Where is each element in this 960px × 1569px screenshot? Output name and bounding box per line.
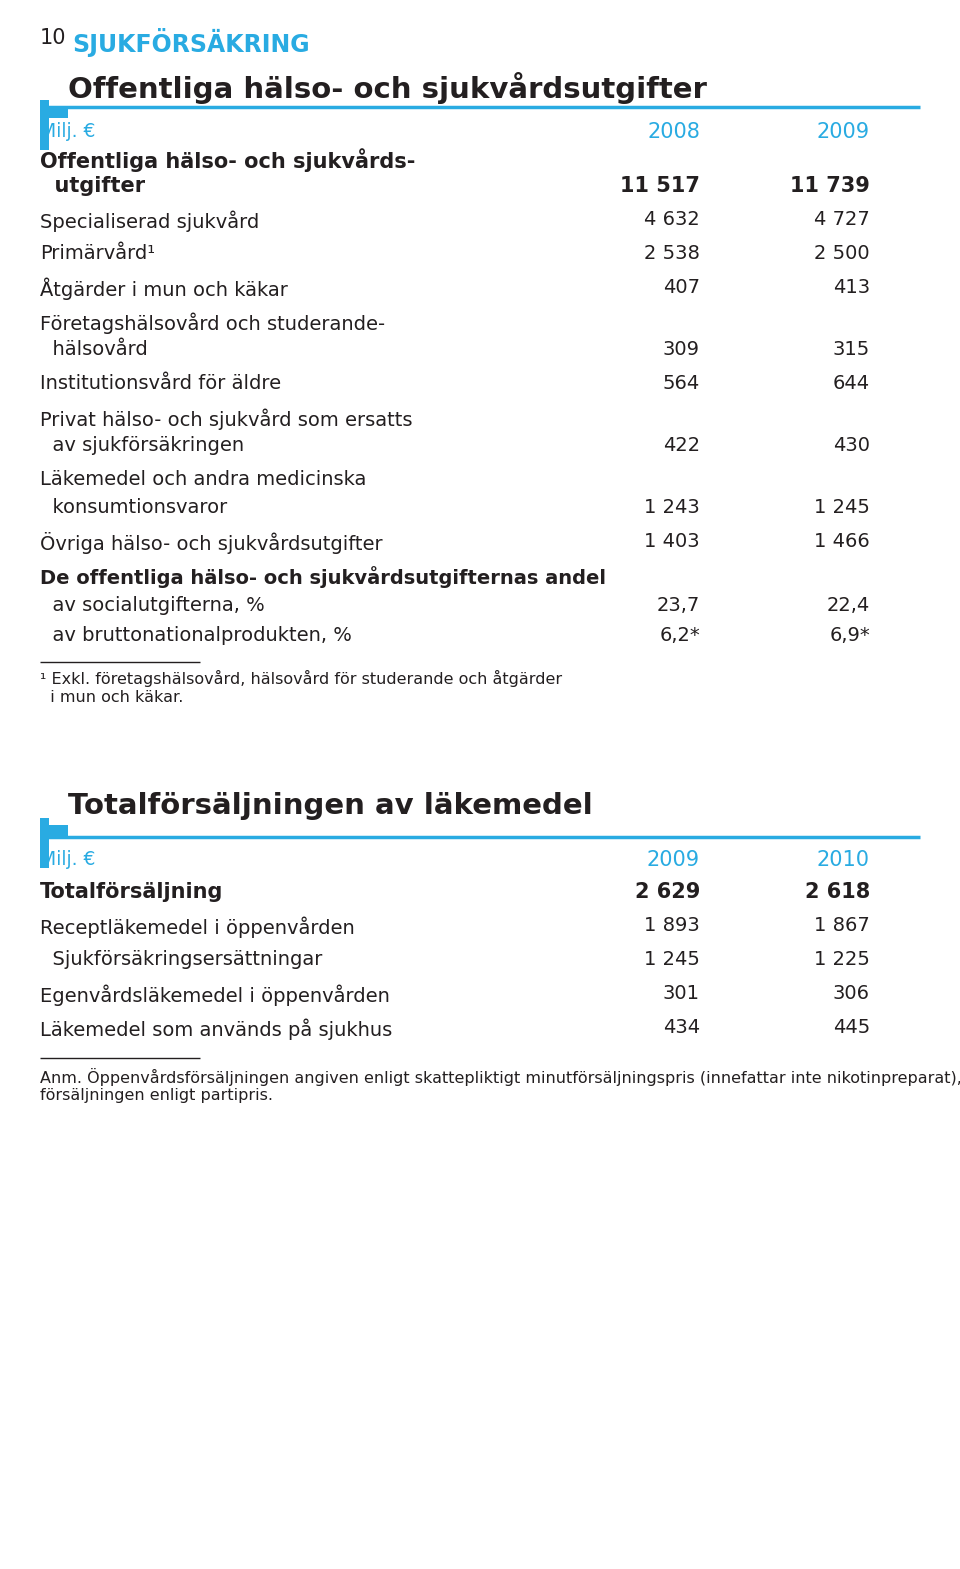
- Text: ¹ Exkl. företagshälsovård, hälsovård för studerande och åtgärder: ¹ Exkl. företagshälsovård, hälsovård för…: [40, 670, 563, 687]
- Text: 11 517: 11 517: [620, 176, 700, 196]
- Text: Milj. €: Milj. €: [40, 850, 95, 869]
- Text: Milj. €: Milj. €: [40, 122, 95, 141]
- Text: Privat hälso- och sjukvård som ersatts: Privat hälso- och sjukvård som ersatts: [40, 408, 413, 430]
- Text: De offentliga hälso- och sjukvårdsutgifternas andel: De offentliga hälso- och sjukvårdsutgift…: [40, 566, 606, 588]
- Text: 2 538: 2 538: [644, 245, 700, 264]
- Text: Övriga hälso- och sjukvårdsutgifter: Övriga hälso- och sjukvårdsutgifter: [40, 532, 383, 554]
- Text: 644: 644: [833, 373, 870, 392]
- Text: 2009: 2009: [817, 122, 870, 143]
- Text: hälsovård: hälsovård: [40, 340, 148, 359]
- Text: 11 739: 11 739: [790, 176, 870, 196]
- Text: Läkemedel som används på sjukhus: Läkemedel som används på sjukhus: [40, 1018, 393, 1040]
- Text: Specialiserad sjukvård: Specialiserad sjukvård: [40, 210, 259, 232]
- Text: 564: 564: [662, 373, 700, 392]
- Text: Anm. Öppenvårdsförsäljningen angiven enligt skattepliktigt minutförsäljningspris: Anm. Öppenvårdsförsäljningen angiven enl…: [40, 1068, 960, 1086]
- Text: 2008: 2008: [647, 122, 700, 143]
- Text: av sjukförsäkringen: av sjukförsäkringen: [40, 436, 244, 455]
- Text: Institutionsvård för äldre: Institutionsvård för äldre: [40, 373, 281, 392]
- Text: Läkemedel och andra medicinska: Läkemedel och andra medicinska: [40, 471, 367, 490]
- Text: Offentliga hälso- och sjukvårds-: Offentliga hälso- och sjukvårds-: [40, 147, 416, 173]
- Text: 407: 407: [663, 278, 700, 297]
- Text: Receptläkemedel i öppenvården: Receptläkemedel i öppenvården: [40, 916, 355, 938]
- Text: 434: 434: [662, 1018, 700, 1037]
- Text: av socialutgifterna, %: av socialutgifterna, %: [40, 596, 265, 615]
- Text: 413: 413: [833, 278, 870, 297]
- Text: 22,4: 22,4: [827, 596, 870, 615]
- Text: försäljningen enligt partipris.: försäljningen enligt partipris.: [40, 1087, 273, 1103]
- Text: 10: 10: [40, 28, 66, 49]
- Text: 309: 309: [663, 340, 700, 359]
- Bar: [40, 107, 68, 118]
- Text: 1 245: 1 245: [814, 497, 870, 518]
- Text: 445: 445: [832, 1018, 870, 1037]
- Text: av bruttonationalprodukten, %: av bruttonationalprodukten, %: [40, 626, 352, 645]
- Text: 1 245: 1 245: [644, 949, 700, 970]
- Text: 306: 306: [833, 984, 870, 1003]
- Text: 1 243: 1 243: [644, 497, 700, 518]
- Text: 422: 422: [662, 436, 700, 455]
- Text: 2 618: 2 618: [804, 882, 870, 902]
- Text: 2010: 2010: [817, 850, 870, 869]
- Text: 6,2*: 6,2*: [660, 626, 700, 645]
- Text: 1 466: 1 466: [814, 532, 870, 551]
- Text: 4 727: 4 727: [814, 210, 870, 229]
- Text: 315: 315: [832, 340, 870, 359]
- Text: Åtgärder i mun och käkar: Åtgärder i mun och käkar: [40, 278, 288, 301]
- Text: Primärvård¹: Primärvård¹: [40, 245, 156, 264]
- Text: Totalförsäljningen av läkemedel: Totalförsäljningen av läkemedel: [68, 792, 592, 821]
- Text: 6,9*: 6,9*: [829, 626, 870, 645]
- Text: 1 403: 1 403: [644, 532, 700, 551]
- Text: 430: 430: [833, 436, 870, 455]
- Text: Företagshälsovård och studerande-: Företagshälsovård och studerande-: [40, 312, 385, 334]
- Text: utgifter: utgifter: [40, 176, 145, 196]
- Text: 23,7: 23,7: [657, 596, 700, 615]
- Text: 4 632: 4 632: [644, 210, 700, 229]
- Text: 2009: 2009: [647, 850, 700, 869]
- Text: 2 500: 2 500: [814, 245, 870, 264]
- Bar: [40, 100, 49, 151]
- Text: i mun och käkar.: i mun och käkar.: [40, 690, 183, 704]
- Text: 1 893: 1 893: [644, 916, 700, 935]
- Text: 2 629: 2 629: [635, 882, 700, 902]
- Text: 1 867: 1 867: [814, 916, 870, 935]
- Bar: [40, 817, 49, 868]
- Text: Offentliga hälso- och sjukvårdsutgifter: Offentliga hälso- och sjukvårdsutgifter: [68, 72, 707, 104]
- Text: SJUKFÖRSÄKRING: SJUKFÖRSÄKRING: [72, 28, 310, 56]
- Bar: [40, 825, 68, 836]
- Text: Sjukförsäkringsersättningar: Sjukförsäkringsersättningar: [40, 949, 323, 970]
- Text: 301: 301: [663, 984, 700, 1003]
- Text: konsumtionsvaror: konsumtionsvaror: [40, 497, 228, 518]
- Text: Totalförsäljning: Totalförsäljning: [40, 882, 224, 902]
- Text: Egenvårdsläkemedel i öppenvården: Egenvårdsläkemedel i öppenvården: [40, 984, 390, 1006]
- Text: 1 225: 1 225: [814, 949, 870, 970]
